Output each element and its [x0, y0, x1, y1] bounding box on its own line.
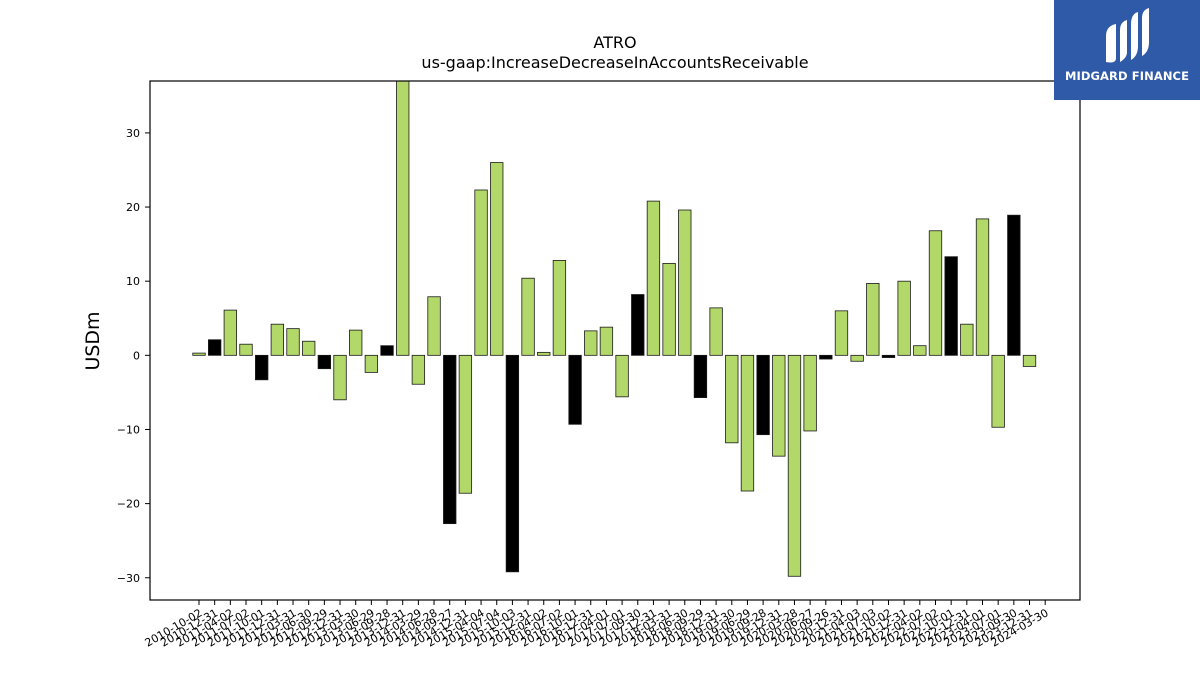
bar — [928, 230, 943, 356]
bar — [443, 354, 457, 525]
bar — [944, 256, 958, 356]
bar — [709, 307, 723, 356]
bar — [913, 345, 927, 356]
y-tick-label: 30 — [126, 127, 140, 140]
bar — [819, 354, 833, 360]
bar — [239, 343, 253, 356]
bar — [975, 218, 990, 356]
brand-logo: MIDGARD FINANCE — [1054, 0, 1200, 100]
bar — [991, 354, 1005, 428]
y-tick-label: −10 — [117, 423, 140, 436]
bar — [1007, 214, 1021, 356]
bar — [725, 354, 739, 444]
y-axis: −30 −20 −10 0 10 20 30 — [117, 127, 150, 585]
bar — [678, 209, 692, 356]
bar — [1022, 354, 1037, 367]
bar — [834, 310, 849, 356]
bar — [756, 354, 770, 436]
bar — [396, 80, 410, 356]
bar — [364, 354, 379, 373]
chart-title: ATRO — [593, 33, 636, 52]
bar — [521, 277, 535, 356]
chart-subtitle: us-gaap:IncreaseDecreaseInAccountsReceiv… — [421, 53, 808, 72]
y-tick-label: 0 — [133, 349, 140, 362]
bar — [490, 162, 504, 356]
brand-name: MIDGARD FINANCE — [1064, 69, 1190, 83]
y-tick-label: 10 — [126, 275, 140, 288]
bar — [333, 354, 347, 401]
bar — [505, 354, 520, 573]
midgard-logo-icon — [1106, 8, 1149, 63]
bar — [584, 330, 598, 356]
bar — [208, 339, 222, 356]
bar — [458, 354, 473, 494]
x-axis: 2010-10-022010-12-312011-04-022011-07-02… — [143, 600, 1051, 650]
y-tick-label: −20 — [117, 498, 140, 511]
y-tick-label: −30 — [117, 572, 140, 585]
y-tick-label: 20 — [126, 201, 140, 214]
y-axis-label: USDm — [82, 311, 104, 370]
bar — [552, 260, 567, 356]
bar — [897, 280, 911, 356]
bar — [255, 354, 269, 381]
bar — [693, 354, 708, 398]
bar — [474, 189, 488, 356]
bar — [850, 354, 864, 362]
bar — [662, 262, 676, 356]
bar — [286, 328, 300, 356]
bar — [787, 354, 802, 577]
bar — [772, 354, 786, 457]
bar — [349, 329, 363, 356]
bar — [631, 294, 645, 356]
bar — [380, 345, 394, 356]
bar — [960, 323, 974, 356]
bar — [646, 200, 661, 356]
bar — [803, 354, 817, 432]
bars — [192, 80, 1037, 577]
bar — [270, 323, 285, 356]
bar — [302, 340, 316, 356]
bar — [427, 296, 441, 356]
bar — [740, 354, 755, 492]
bar — [223, 309, 237, 356]
bar — [537, 351, 551, 356]
bar — [317, 354, 332, 370]
bar — [568, 354, 582, 425]
bar — [411, 354, 426, 385]
bar — [866, 283, 880, 356]
bar — [881, 354, 896, 358]
bar — [615, 354, 629, 398]
bar — [599, 326, 614, 356]
plot-frame — [149, 80, 1081, 601]
bar — [192, 352, 206, 356]
